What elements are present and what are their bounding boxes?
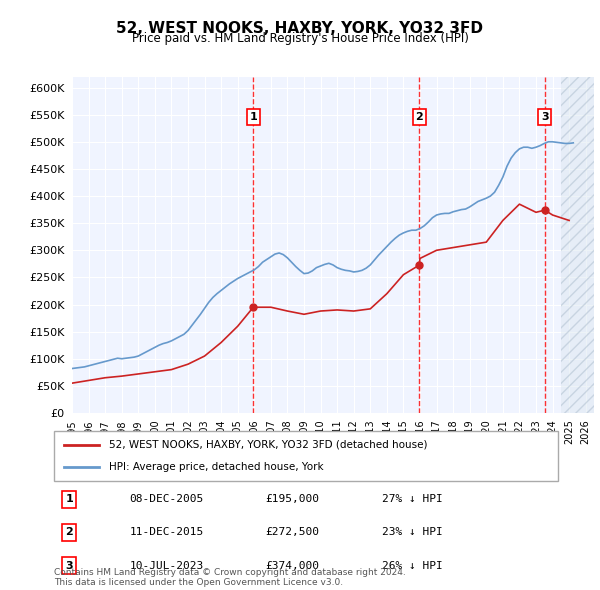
Text: 3: 3 bbox=[541, 112, 548, 122]
Text: HPI: Average price, detached house, York: HPI: Average price, detached house, York bbox=[109, 462, 324, 472]
Text: £195,000: £195,000 bbox=[266, 494, 320, 504]
Text: 08-DEC-2005: 08-DEC-2005 bbox=[130, 494, 204, 504]
Text: 1: 1 bbox=[250, 112, 257, 122]
Text: 1: 1 bbox=[65, 494, 73, 504]
Text: 11-DEC-2015: 11-DEC-2015 bbox=[130, 527, 204, 537]
Text: 52, WEST NOOKS, HAXBY, YORK, YO32 3FD: 52, WEST NOOKS, HAXBY, YORK, YO32 3FD bbox=[116, 21, 484, 35]
Text: 10-JUL-2023: 10-JUL-2023 bbox=[130, 560, 204, 571]
Text: Contains HM Land Registry data © Crown copyright and database right 2024.
This d: Contains HM Land Registry data © Crown c… bbox=[54, 568, 406, 587]
Text: 27% ↓ HPI: 27% ↓ HPI bbox=[382, 494, 442, 504]
Text: 52, WEST NOOKS, HAXBY, YORK, YO32 3FD (detached house): 52, WEST NOOKS, HAXBY, YORK, YO32 3FD (d… bbox=[109, 440, 428, 450]
Text: £374,000: £374,000 bbox=[266, 560, 320, 571]
Text: £272,500: £272,500 bbox=[266, 527, 320, 537]
FancyBboxPatch shape bbox=[54, 431, 558, 481]
Text: 26% ↓ HPI: 26% ↓ HPI bbox=[382, 560, 442, 571]
Text: 2: 2 bbox=[415, 112, 423, 122]
Text: 2: 2 bbox=[65, 527, 73, 537]
Text: 3: 3 bbox=[65, 560, 73, 571]
Bar bbox=[561, 77, 594, 413]
Text: Price paid vs. HM Land Registry's House Price Index (HPI): Price paid vs. HM Land Registry's House … bbox=[131, 32, 469, 45]
Text: 23% ↓ HPI: 23% ↓ HPI bbox=[382, 527, 442, 537]
